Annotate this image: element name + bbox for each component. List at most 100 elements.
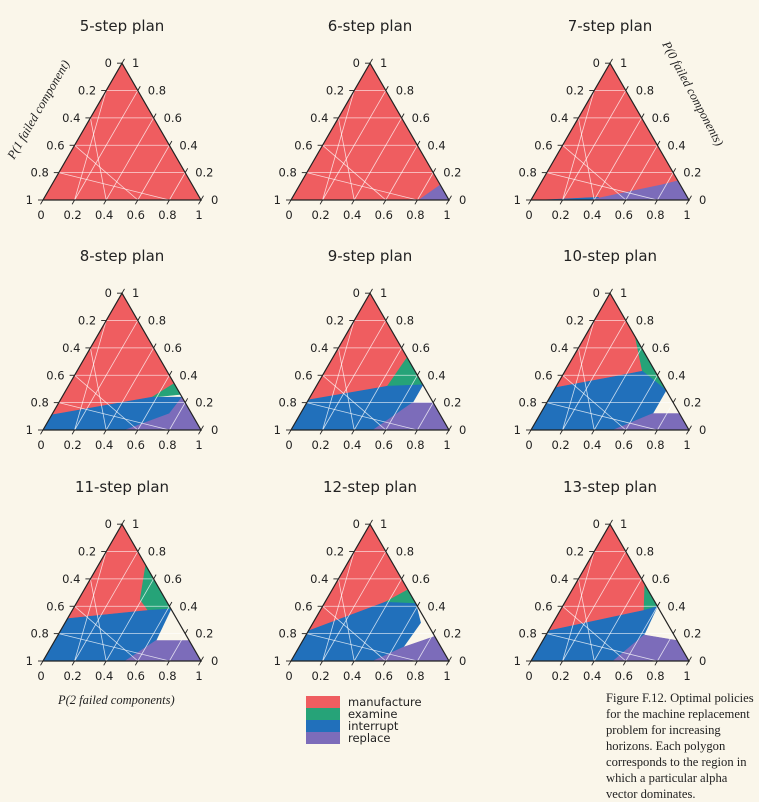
tick-label-bottom: 0.4 <box>343 669 361 683</box>
tick-label-left: 0.4 <box>62 572 80 586</box>
grid-line <box>74 144 139 201</box>
tick <box>319 429 323 435</box>
tick <box>169 601 173 607</box>
legend-swatch-examine <box>306 708 340 720</box>
plot-title: 9-step plan <box>328 247 413 265</box>
tick-label-right: 0.2 <box>443 627 461 641</box>
tick-label-bottom: 0.8 <box>646 438 664 452</box>
grid-line <box>625 145 658 201</box>
grid-lines <box>546 320 674 431</box>
tick <box>414 199 418 205</box>
tick-label-left: 0.8 <box>31 396 49 410</box>
tick-label-left: 0.4 <box>310 111 328 125</box>
tick-label-right: 1 <box>380 56 387 70</box>
tick <box>641 113 645 119</box>
tick <box>166 660 170 666</box>
tick-label-right: 0.6 <box>412 341 430 355</box>
tick <box>432 629 437 634</box>
tick-marks <box>38 519 204 666</box>
tick <box>414 660 418 666</box>
tick-marks <box>286 519 452 666</box>
tick <box>153 343 157 349</box>
tick-label-left: 0.6 <box>534 368 552 382</box>
tick <box>71 660 75 666</box>
tick-label-bottom: 0.8 <box>646 669 664 683</box>
tick <box>200 195 204 201</box>
legend-swatch-manufacture <box>306 696 340 708</box>
tick <box>657 370 661 376</box>
tick-label-left: 0 <box>105 286 112 300</box>
tick <box>625 316 629 321</box>
grid-lines <box>306 320 434 431</box>
tick-label-bottom: 0.4 <box>95 669 113 683</box>
tick-label-left: 0.8 <box>279 627 297 641</box>
tick-label-bottom: 0 <box>285 438 292 452</box>
tick-label-right: 0.4 <box>667 368 685 382</box>
grid-line <box>306 172 418 201</box>
tick <box>688 195 692 201</box>
tick-label-bottom: 0 <box>37 669 44 683</box>
tick-label-bottom: 0.2 <box>311 208 329 222</box>
tick-label-right: 0 <box>459 423 466 437</box>
tick-label-bottom: 0.4 <box>95 208 113 222</box>
tick-marks <box>526 519 692 666</box>
tick <box>385 547 389 552</box>
tick <box>591 429 595 435</box>
tick-label-right: 0.6 <box>164 341 182 355</box>
grid-line <box>58 633 170 662</box>
grid-line <box>74 374 139 431</box>
tick <box>369 288 373 294</box>
legend-swatch-interrupt <box>306 720 340 732</box>
tick-label-left: 0.4 <box>550 572 568 586</box>
grid-line <box>338 578 355 662</box>
tick-label-left: 0 <box>353 517 360 531</box>
tick-label-bottom: 0.2 <box>551 438 569 452</box>
tick-label-right: 0.4 <box>427 368 445 382</box>
tick <box>417 140 421 146</box>
tick <box>351 199 355 205</box>
tick-label-left: 0.6 <box>294 138 312 152</box>
triangle-frame <box>529 291 691 431</box>
tick <box>134 660 139 666</box>
tick <box>369 519 373 525</box>
tick-label-right: 0.8 <box>148 545 166 559</box>
tick-label-bottom: 0.8 <box>406 669 424 683</box>
grid-line <box>306 633 418 662</box>
tick-label-bottom: 1 <box>195 669 202 683</box>
tick-label-left: 0 <box>593 286 600 300</box>
tick-label-bottom: 0 <box>525 669 532 683</box>
tick-label-bottom: 0.6 <box>375 438 393 452</box>
tick <box>137 86 141 91</box>
tick <box>382 199 387 205</box>
grid-line <box>306 402 418 431</box>
tick <box>625 86 629 91</box>
tick-label-right: 0.8 <box>636 545 654 559</box>
tick <box>672 629 677 634</box>
tick-label-left: 0.4 <box>550 341 568 355</box>
grid-line <box>417 633 434 662</box>
tick <box>166 199 170 205</box>
tick-label-right: 0.6 <box>652 572 670 586</box>
tick <box>382 429 387 435</box>
grid-line <box>546 402 658 431</box>
tick <box>414 429 418 435</box>
grid-line <box>562 374 627 431</box>
tick-label-right: 0.2 <box>443 166 461 180</box>
tick-label-bottom: 0.4 <box>343 438 361 452</box>
tick-label-bottom: 0.2 <box>551 669 569 683</box>
tick <box>686 199 690 205</box>
tick-label-right: 0.6 <box>164 111 182 125</box>
grid-line <box>562 605 627 662</box>
tick <box>153 574 157 580</box>
tick <box>319 660 323 666</box>
tick-label-left: 0.2 <box>78 84 96 98</box>
grid-line <box>385 145 418 201</box>
legend-swatch-replace <box>306 732 340 744</box>
tick <box>40 429 44 435</box>
tick <box>71 429 75 435</box>
tick-label-bottom: 0.6 <box>375 208 393 222</box>
tick <box>657 601 661 607</box>
